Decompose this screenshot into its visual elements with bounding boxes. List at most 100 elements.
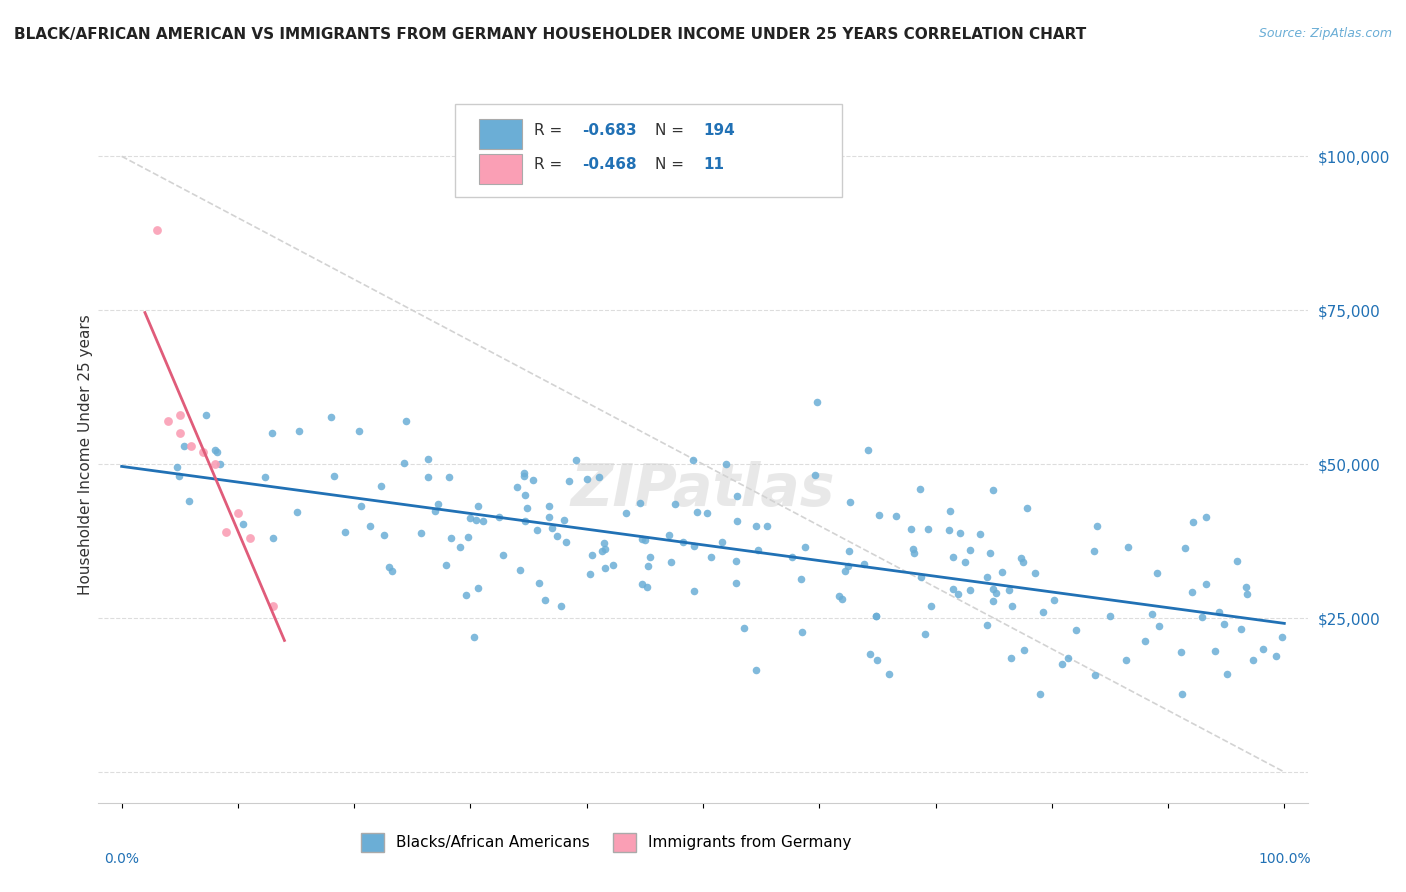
Point: [700, 549, 723, 564]
Point: [1135, 633, 1157, 648]
Point: [866, 653, 889, 667]
Legend: Blacks/African Americans, Immigrants from Germany: Blacks/African Americans, Immigrants fro…: [354, 827, 858, 858]
Point: [1181, 585, 1204, 599]
Point: [756, 519, 779, 533]
Point: [581, 549, 603, 563]
Point: [1191, 609, 1213, 624]
Point: [373, 528, 395, 542]
Point: [838, 543, 860, 558]
Point: [1028, 687, 1050, 701]
Point: [169, 468, 191, 483]
Text: 194: 194: [703, 122, 735, 137]
Point: [370, 478, 392, 492]
Text: ZIPatlas: ZIPatlas: [571, 461, 835, 518]
FancyBboxPatch shape: [479, 120, 522, 149]
Point: [425, 504, 447, 518]
Point: [631, 577, 654, 591]
Point: [1015, 501, 1038, 516]
Point: [457, 530, 479, 544]
Point: [724, 576, 747, 591]
Point: [526, 523, 548, 537]
Point: [1064, 623, 1087, 637]
Point: [381, 564, 404, 578]
Point: [938, 524, 960, 538]
Point: [981, 582, 1004, 597]
FancyBboxPatch shape: [479, 154, 522, 184]
Point: [546, 529, 568, 543]
Point: [564, 452, 586, 467]
Text: -0.468: -0.468: [582, 157, 637, 172]
Point: [955, 555, 977, 569]
Point: [145, 223, 167, 237]
Text: 0.0%: 0.0%: [104, 852, 139, 866]
Point: [169, 408, 191, 422]
Point: [630, 532, 652, 546]
Point: [747, 542, 769, 557]
Point: [685, 505, 707, 519]
Point: [1140, 607, 1163, 621]
Point: [998, 582, 1021, 597]
Point: [1195, 576, 1218, 591]
Point: [437, 470, 460, 484]
Point: [226, 507, 249, 521]
Point: [378, 559, 401, 574]
Point: [900, 522, 922, 536]
Point: [537, 499, 560, 513]
Point: [1087, 519, 1109, 533]
Y-axis label: Householder Income Under 25 years: Householder Income Under 25 years: [77, 315, 93, 595]
Point: [1001, 599, 1024, 613]
Point: [1251, 642, 1274, 657]
Point: [859, 647, 882, 661]
Point: [416, 451, 439, 466]
Point: [239, 531, 262, 545]
Point: [1181, 516, 1204, 530]
Point: [288, 424, 311, 438]
Point: [427, 497, 450, 511]
Point: [1010, 551, 1032, 566]
Point: [839, 495, 862, 509]
Point: [614, 507, 637, 521]
Point: [593, 542, 616, 557]
Point: [359, 518, 381, 533]
Point: [467, 499, 489, 513]
Point: [555, 535, 578, 549]
Point: [1084, 667, 1107, 681]
Point: [910, 570, 932, 584]
Point: [591, 544, 613, 558]
Point: [1216, 667, 1239, 681]
Point: [537, 510, 560, 524]
Point: [285, 505, 308, 519]
Point: [195, 409, 218, 423]
Point: [976, 618, 998, 632]
Point: [1147, 619, 1170, 633]
Point: [322, 468, 344, 483]
Point: [745, 663, 768, 677]
Point: [513, 514, 536, 528]
Point: [856, 442, 879, 457]
Point: [1000, 651, 1022, 665]
Point: [232, 516, 254, 531]
Point: [1012, 555, 1035, 569]
Point: [522, 473, 544, 487]
Point: [440, 531, 463, 545]
Point: [682, 453, 704, 467]
Point: [1265, 648, 1288, 663]
Point: [745, 519, 768, 533]
Point: [939, 504, 962, 518]
Point: [725, 489, 748, 503]
Point: [1050, 657, 1073, 671]
Point: [914, 626, 936, 640]
Point: [725, 554, 748, 568]
Point: [1024, 566, 1046, 580]
Point: [790, 572, 813, 586]
Point: [1241, 653, 1264, 667]
Text: -0.683: -0.683: [582, 122, 637, 137]
Point: [333, 524, 356, 539]
Point: [696, 506, 718, 520]
Point: [593, 536, 616, 550]
Point: [672, 535, 695, 549]
Point: [1271, 631, 1294, 645]
Point: [780, 550, 803, 565]
Point: [942, 549, 965, 564]
Point: [948, 587, 970, 601]
